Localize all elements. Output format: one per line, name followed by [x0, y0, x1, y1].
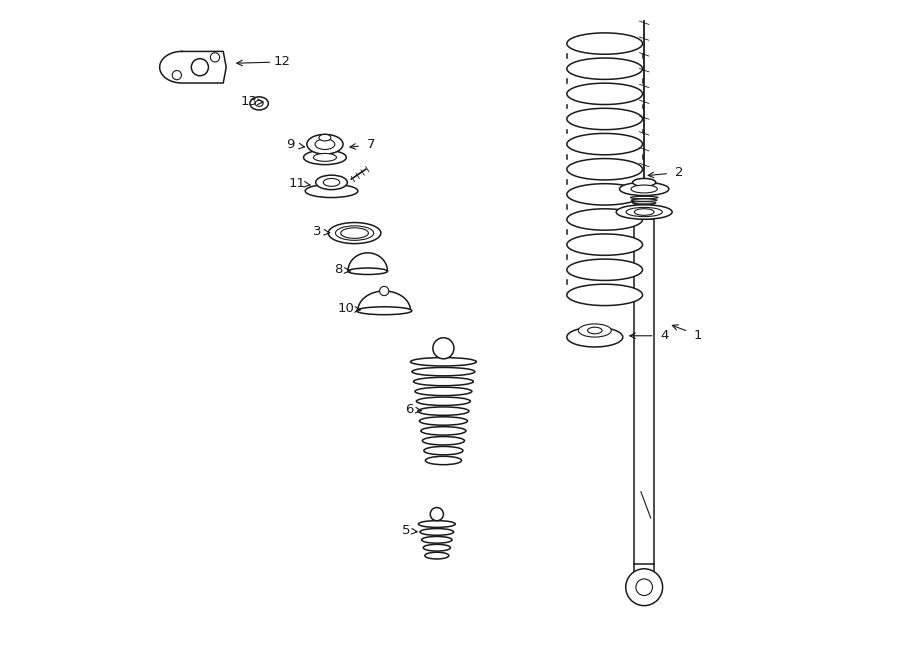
Text: 7: 7	[367, 138, 375, 151]
Ellipse shape	[426, 456, 462, 465]
Text: 9: 9	[286, 138, 295, 151]
Ellipse shape	[424, 446, 463, 455]
Text: 3: 3	[313, 225, 321, 238]
Ellipse shape	[420, 529, 454, 535]
Ellipse shape	[567, 259, 643, 280]
Ellipse shape	[315, 139, 335, 149]
Ellipse shape	[418, 407, 469, 415]
Circle shape	[380, 286, 389, 295]
Circle shape	[430, 508, 444, 521]
Text: 8: 8	[334, 264, 342, 276]
Text: 1: 1	[693, 329, 702, 342]
Ellipse shape	[567, 284, 643, 305]
Ellipse shape	[633, 202, 656, 204]
Circle shape	[172, 71, 182, 80]
Ellipse shape	[313, 153, 337, 161]
Circle shape	[433, 338, 454, 359]
Polygon shape	[159, 52, 226, 83]
Ellipse shape	[567, 159, 643, 180]
Ellipse shape	[336, 226, 374, 241]
Ellipse shape	[567, 184, 643, 205]
Polygon shape	[358, 291, 410, 311]
Ellipse shape	[419, 417, 467, 425]
Ellipse shape	[567, 108, 643, 130]
Ellipse shape	[567, 83, 643, 104]
Ellipse shape	[410, 358, 476, 366]
Ellipse shape	[323, 178, 339, 186]
Ellipse shape	[305, 184, 358, 198]
Ellipse shape	[425, 552, 449, 559]
Ellipse shape	[356, 307, 412, 315]
Circle shape	[192, 59, 209, 76]
Ellipse shape	[307, 134, 343, 154]
Text: 4: 4	[661, 329, 669, 342]
Ellipse shape	[421, 427, 466, 435]
Ellipse shape	[567, 209, 643, 230]
Ellipse shape	[256, 100, 263, 106]
Ellipse shape	[423, 545, 450, 551]
Ellipse shape	[631, 185, 657, 193]
Ellipse shape	[633, 178, 656, 186]
Ellipse shape	[422, 436, 464, 445]
Ellipse shape	[567, 134, 643, 155]
Ellipse shape	[588, 327, 602, 334]
Ellipse shape	[567, 234, 643, 255]
Ellipse shape	[634, 204, 655, 207]
Text: 12: 12	[274, 56, 291, 69]
Bar	[634, 219, 654, 564]
Ellipse shape	[418, 521, 455, 527]
Ellipse shape	[417, 397, 471, 405]
Ellipse shape	[421, 537, 452, 543]
Circle shape	[626, 568, 662, 605]
Text: 13: 13	[240, 95, 257, 108]
Ellipse shape	[634, 207, 654, 210]
Circle shape	[211, 53, 220, 62]
Ellipse shape	[619, 182, 669, 196]
Text: 11: 11	[289, 176, 306, 190]
Ellipse shape	[631, 199, 657, 202]
Ellipse shape	[348, 268, 388, 274]
Ellipse shape	[567, 33, 643, 54]
Polygon shape	[348, 253, 388, 271]
Ellipse shape	[567, 327, 623, 347]
Ellipse shape	[634, 209, 654, 215]
Ellipse shape	[413, 377, 473, 386]
Ellipse shape	[341, 228, 368, 239]
Ellipse shape	[303, 150, 346, 165]
Text: 10: 10	[338, 302, 355, 315]
Ellipse shape	[567, 58, 643, 79]
Ellipse shape	[415, 387, 472, 395]
Ellipse shape	[616, 205, 672, 219]
Text: 5: 5	[401, 524, 410, 537]
Ellipse shape	[412, 368, 475, 376]
Ellipse shape	[250, 97, 268, 110]
Ellipse shape	[316, 175, 347, 190]
Text: 6: 6	[405, 403, 413, 416]
Ellipse shape	[626, 208, 662, 217]
Circle shape	[636, 579, 652, 596]
Ellipse shape	[319, 134, 331, 141]
Ellipse shape	[579, 324, 611, 337]
Ellipse shape	[630, 196, 658, 199]
Ellipse shape	[328, 223, 381, 244]
Text: 2: 2	[675, 166, 683, 179]
